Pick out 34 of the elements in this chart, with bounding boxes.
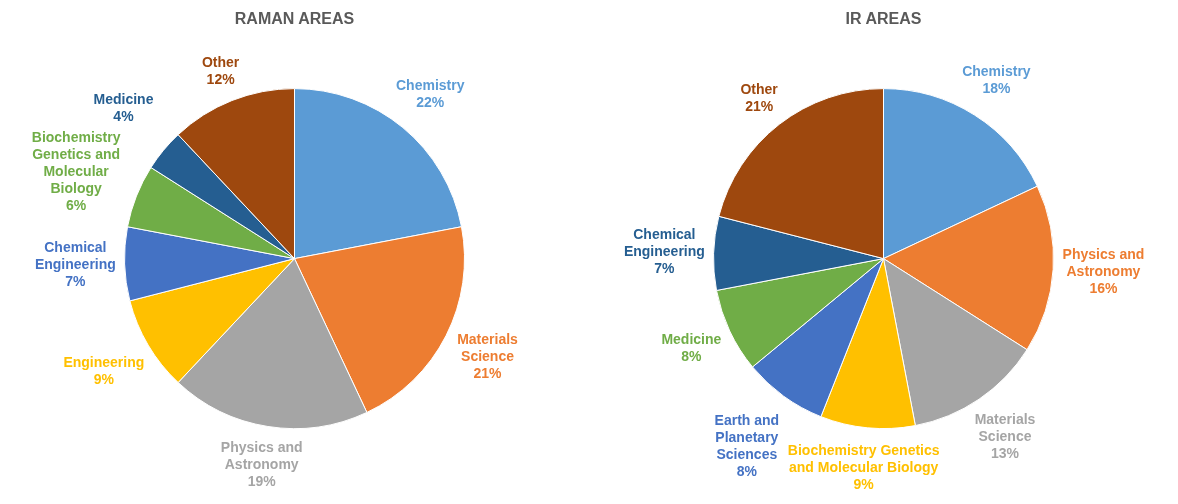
slice-label: Biochemistry Genetics and Molecular Biology (787, 442, 940, 476)
slice-label: Other (201, 54, 240, 71)
slice-label: Materials Science (457, 330, 519, 364)
slice-label: Biochemistry Genetics and Molecular Biology (31, 128, 121, 196)
slice-label: Physics and Astronomy (1062, 246, 1145, 280)
data-label: 16% (1089, 280, 1118, 297)
slice-label: Earth and Planetary Sciences (714, 412, 780, 463)
data-label: 6% (66, 196, 87, 213)
slice-label: Chemistry (962, 63, 1031, 80)
data-label: 7% (65, 273, 87, 290)
slice-label: Chemical Engineering (34, 239, 116, 273)
data-label: 18% (982, 80, 1011, 97)
data-label: 7% (654, 259, 676, 276)
data-label: 13% (990, 445, 1020, 462)
data-label: 21% (745, 97, 774, 114)
slice-label: Chemical Engineering (623, 225, 705, 259)
data-label: 9% (93, 370, 115, 387)
slice-label: Chemistry (395, 76, 465, 93)
data-label: 8% (736, 463, 758, 480)
data-label: 12% (206, 71, 236, 88)
data-label: 19% (247, 473, 277, 490)
slice-label: Medicine (661, 331, 722, 348)
slice-label: Physics and Astronomy (220, 439, 303, 473)
chart-title: RAMAN AREAS (234, 10, 355, 28)
data-label: 8% (681, 348, 703, 365)
slice-label: Other (740, 80, 779, 97)
data-label: 21% (473, 364, 503, 381)
slice-label: Materials Science (974, 411, 1036, 445)
data-label: 9% (853, 476, 875, 493)
data-label: 22% (416, 93, 445, 110)
slice-label: Medicine (93, 90, 154, 107)
data-label: 4% (113, 107, 135, 124)
slice-label: Engineering (63, 353, 145, 370)
chart-title: IR AREAS (845, 10, 922, 28)
